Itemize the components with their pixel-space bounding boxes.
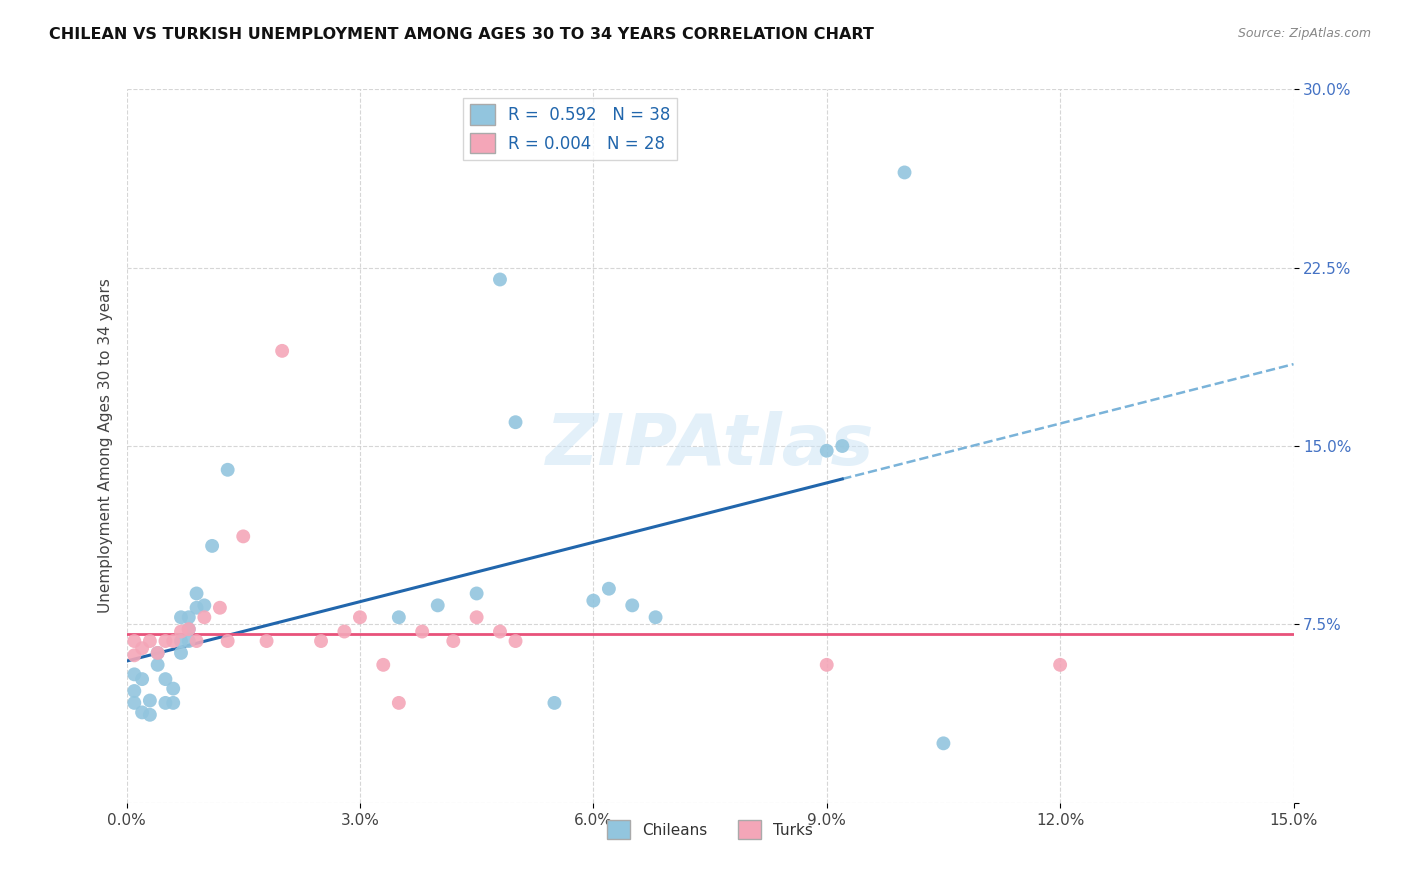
Point	[582, 593, 605, 607]
Point	[333, 624, 356, 639]
Point	[177, 610, 200, 624]
Point	[893, 165, 915, 179]
Point	[170, 634, 193, 648]
Point	[170, 610, 193, 624]
Point	[217, 634, 239, 648]
Point	[162, 634, 184, 648]
Point	[621, 599, 644, 613]
Point	[170, 646, 193, 660]
Point	[162, 696, 184, 710]
Point	[441, 634, 464, 648]
Point	[543, 696, 565, 710]
Point	[465, 610, 488, 624]
Point	[131, 706, 153, 720]
Legend: Chileans, Turks: Chileans, Turks	[600, 814, 820, 845]
Point	[815, 443, 838, 458]
Point	[426, 599, 449, 613]
Point	[217, 463, 239, 477]
Point	[124, 634, 146, 648]
Point	[208, 600, 231, 615]
Point	[177, 622, 200, 636]
Point	[124, 648, 146, 663]
Point	[170, 624, 193, 639]
Point	[139, 707, 162, 722]
Point	[373, 657, 395, 672]
Point	[232, 529, 254, 543]
Point	[124, 696, 146, 710]
Y-axis label: Unemployment Among Ages 30 to 34 years: Unemployment Among Ages 30 to 34 years	[97, 278, 112, 614]
Point	[489, 624, 512, 639]
Point	[193, 599, 215, 613]
Point	[186, 586, 208, 600]
Point	[186, 634, 208, 648]
Point	[388, 696, 411, 710]
Point	[411, 624, 433, 639]
Point	[177, 634, 200, 648]
Point	[124, 684, 146, 698]
Point	[193, 610, 215, 624]
Point	[177, 622, 200, 636]
Point	[146, 646, 169, 660]
Point	[186, 600, 208, 615]
Point	[505, 634, 527, 648]
Point	[831, 439, 853, 453]
Point	[146, 657, 169, 672]
Point	[155, 672, 177, 686]
Point	[139, 693, 162, 707]
Point	[155, 634, 177, 648]
Point	[815, 657, 838, 672]
Point	[388, 610, 411, 624]
Text: ZIPAtlas: ZIPAtlas	[546, 411, 875, 481]
Point	[256, 634, 278, 648]
Point	[271, 343, 294, 358]
Text: CHILEAN VS TURKISH UNEMPLOYMENT AMONG AGES 30 TO 34 YEARS CORRELATION CHART: CHILEAN VS TURKISH UNEMPLOYMENT AMONG AG…	[49, 27, 875, 42]
Point	[146, 646, 169, 660]
Point	[465, 586, 488, 600]
Point	[932, 736, 955, 750]
Point	[131, 672, 153, 686]
Point	[644, 610, 666, 624]
Point	[201, 539, 224, 553]
Point	[162, 681, 184, 696]
Point	[349, 610, 371, 624]
Point	[505, 415, 527, 429]
Point	[489, 272, 512, 286]
Point	[124, 667, 146, 681]
Point	[131, 641, 153, 656]
Point	[139, 634, 162, 648]
Point	[155, 696, 177, 710]
Text: Source: ZipAtlas.com: Source: ZipAtlas.com	[1237, 27, 1371, 40]
Point	[1049, 657, 1071, 672]
Point	[309, 634, 332, 648]
Point	[598, 582, 620, 596]
